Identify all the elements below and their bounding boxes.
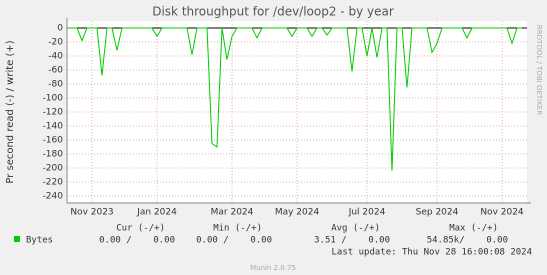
y-tick-label: -120 bbox=[43, 108, 64, 118]
stats-value: 0.00 / 0.00 bbox=[196, 236, 272, 246]
legend-label: Bytes bbox=[26, 236, 53, 246]
y-tick-label: -180 bbox=[43, 150, 64, 160]
x-tick-label: Jul 2024 bbox=[348, 208, 386, 218]
x-tick-label: Nov 2024 bbox=[480, 208, 524, 218]
y-tick-label: -160 bbox=[43, 136, 64, 146]
x-tick-label: May 2024 bbox=[275, 208, 320, 218]
y-tick-label: -20 bbox=[48, 38, 63, 48]
y-tick-label: -220 bbox=[43, 178, 64, 188]
y-tick-label: 0 bbox=[57, 24, 63, 34]
side-label: RRDTOOL / TOBI OETIKER bbox=[535, 25, 543, 115]
y-tick-label: -60 bbox=[48, 66, 63, 76]
y-tick-label: -100 bbox=[43, 94, 64, 104]
y-tick-label: -80 bbox=[48, 80, 63, 90]
y-tick-label: -240 bbox=[43, 192, 64, 202]
y-tick-label: -140 bbox=[43, 122, 64, 132]
x-tick-label: Nov 2023 bbox=[70, 208, 113, 218]
y-axis-label: Pr second read (-) / write (+) bbox=[5, 40, 16, 183]
last-update: Last update: Thu Nov 28 16:00:08 2024 bbox=[332, 248, 532, 258]
stats-header: Max (-/+) bbox=[449, 224, 498, 234]
stats-header: Cur (-/+) bbox=[116, 224, 165, 234]
y-tick-label: -40 bbox=[48, 52, 63, 62]
stats-value: 54.85k/ 0.00 bbox=[427, 236, 508, 246]
stats-header: Min (-/+) bbox=[213, 224, 262, 234]
stats-value: 3.51 / 0.00 bbox=[314, 236, 390, 246]
stats-header: Avg (-/+) bbox=[331, 224, 380, 234]
x-tick-label: Mar 2024 bbox=[211, 208, 254, 218]
legend-swatch bbox=[14, 236, 20, 242]
footer: Munin 2.0.75 bbox=[250, 264, 296, 272]
y-tick-label: -200 bbox=[43, 164, 64, 174]
chart-title: Disk throughput for /dev/loop2 - by year bbox=[152, 5, 394, 19]
x-tick-label: Sep 2024 bbox=[416, 208, 459, 218]
stats-value: 0.00 / 0.00 bbox=[99, 236, 175, 246]
x-tick-label: Jan 2024 bbox=[136, 208, 177, 218]
series-line bbox=[67, 27, 522, 171]
